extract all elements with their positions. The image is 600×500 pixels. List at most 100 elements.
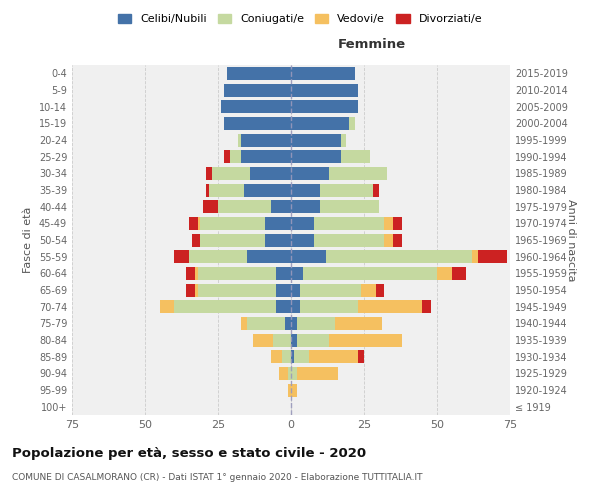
Bar	[329, 167, 388, 180]
Bar	[385, 234, 393, 246]
Bar	[341, 134, 346, 146]
Bar	[291, 134, 341, 146]
Bar	[282, 350, 291, 363]
Bar	[197, 267, 277, 280]
Bar	[230, 150, 241, 163]
Bar	[285, 317, 291, 330]
Bar	[385, 217, 393, 230]
Bar	[300, 300, 358, 313]
Bar	[358, 350, 364, 363]
Bar	[320, 200, 379, 213]
Bar	[253, 334, 274, 346]
Bar	[250, 167, 291, 180]
Bar	[358, 300, 422, 313]
Bar	[212, 167, 250, 180]
Bar	[209, 184, 244, 196]
Bar	[291, 184, 320, 196]
Bar	[437, 267, 452, 280]
Bar	[478, 250, 507, 263]
Bar	[265, 217, 291, 230]
Bar	[291, 250, 326, 263]
Bar	[291, 234, 314, 246]
Bar	[291, 67, 355, 80]
Bar	[300, 284, 361, 296]
Bar	[291, 200, 320, 213]
Bar	[291, 284, 300, 296]
Bar	[206, 184, 209, 196]
Bar	[297, 334, 329, 346]
Bar	[341, 150, 370, 163]
Bar	[271, 350, 282, 363]
Bar	[393, 217, 402, 230]
Bar	[294, 350, 308, 363]
Text: COMUNE DI CASALMORANO (CR) - Dati ISTAT 1° gennaio 2020 - Elaborazione TUTTITALI: COMUNE DI CASALMORANO (CR) - Dati ISTAT …	[12, 472, 422, 482]
Bar	[452, 267, 466, 280]
Bar	[314, 217, 385, 230]
Bar	[247, 250, 291, 263]
Bar	[200, 217, 265, 230]
Bar	[218, 200, 271, 213]
Bar	[280, 367, 288, 380]
Bar	[186, 267, 194, 280]
Bar	[265, 234, 291, 246]
Bar	[349, 117, 355, 130]
Bar	[291, 334, 297, 346]
Bar	[314, 234, 385, 246]
Bar	[291, 84, 358, 96]
Bar	[291, 367, 297, 380]
Bar	[192, 234, 200, 246]
Bar	[238, 134, 241, 146]
Bar	[244, 184, 291, 196]
Bar	[329, 334, 402, 346]
Bar	[291, 317, 297, 330]
Bar	[224, 117, 291, 130]
Bar	[200, 234, 265, 246]
Bar	[189, 250, 247, 263]
Bar	[361, 284, 376, 296]
Bar	[302, 267, 437, 280]
Bar	[291, 384, 297, 396]
Bar	[288, 384, 291, 396]
Legend: Celibi/Nubili, Coniugati/e, Vedovi/e, Divorziati/e: Celibi/Nubili, Coniugati/e, Vedovi/e, Di…	[115, 10, 485, 28]
Bar	[194, 284, 197, 296]
Bar	[186, 284, 194, 296]
Bar	[308, 350, 358, 363]
Bar	[277, 284, 291, 296]
Bar	[277, 267, 291, 280]
Bar	[241, 317, 247, 330]
Bar	[291, 217, 314, 230]
Bar	[288, 367, 291, 380]
Bar	[393, 234, 402, 246]
Bar	[241, 134, 291, 146]
Bar	[291, 267, 302, 280]
Y-axis label: Anni di nascita: Anni di nascita	[566, 198, 576, 281]
Bar	[373, 184, 379, 196]
Bar	[247, 317, 285, 330]
Bar	[197, 284, 277, 296]
Bar	[174, 250, 189, 263]
Bar	[274, 334, 291, 346]
Bar	[160, 300, 174, 313]
Text: Femmine: Femmine	[338, 38, 406, 51]
Bar	[241, 150, 291, 163]
Bar	[291, 350, 294, 363]
Bar	[206, 167, 212, 180]
Bar	[422, 300, 431, 313]
Bar	[271, 200, 291, 213]
Bar	[221, 100, 291, 113]
Bar	[277, 300, 291, 313]
Y-axis label: Fasce di età: Fasce di età	[23, 207, 33, 273]
Bar	[326, 250, 472, 263]
Bar	[224, 84, 291, 96]
Bar	[291, 150, 341, 163]
Bar	[189, 217, 197, 230]
Bar	[291, 300, 300, 313]
Bar	[291, 167, 329, 180]
Bar	[297, 317, 335, 330]
Bar	[291, 100, 358, 113]
Text: Popolazione per età, sesso e stato civile - 2020: Popolazione per età, sesso e stato civil…	[12, 448, 366, 460]
Bar	[297, 367, 338, 380]
Bar	[291, 117, 349, 130]
Bar	[174, 300, 277, 313]
Bar	[197, 217, 200, 230]
